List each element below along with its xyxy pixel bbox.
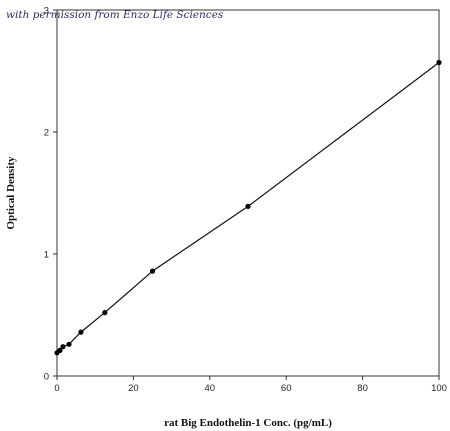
data-points xyxy=(54,59,442,356)
x-tick-label: 20 xyxy=(128,383,139,394)
x-axis-title: rat Big Endothelin-1 Conc. (pg/mL) xyxy=(164,417,332,429)
x-tick-label: 0 xyxy=(54,383,59,394)
y-axis-title: Optical Density xyxy=(5,156,17,230)
y-tick-label: 3 xyxy=(44,6,49,17)
x-axis-ticks: 0 20 40 60 80 100 xyxy=(54,376,447,394)
y-tick-label: 0 xyxy=(44,372,49,383)
data-point xyxy=(57,347,63,353)
data-point xyxy=(60,344,66,350)
y-axis-ticks: 0 1 2 3 xyxy=(44,6,57,383)
data-point xyxy=(78,329,84,335)
x-tick-label: 100 xyxy=(431,383,447,394)
data-point xyxy=(102,310,108,316)
x-tick-label: 60 xyxy=(281,383,292,394)
data-point xyxy=(245,203,251,209)
y-tick-label: 1 xyxy=(44,250,49,261)
x-tick-label: 80 xyxy=(357,383,368,394)
plot-frame xyxy=(56,9,440,377)
data-point xyxy=(149,268,156,274)
data-point xyxy=(66,341,72,347)
data-point xyxy=(436,59,442,66)
watermark-text: with permission from Enzo Life Sciences xyxy=(6,9,224,21)
y-tick-label: 2 xyxy=(44,128,49,139)
x-tick-label: 40 xyxy=(205,383,216,394)
